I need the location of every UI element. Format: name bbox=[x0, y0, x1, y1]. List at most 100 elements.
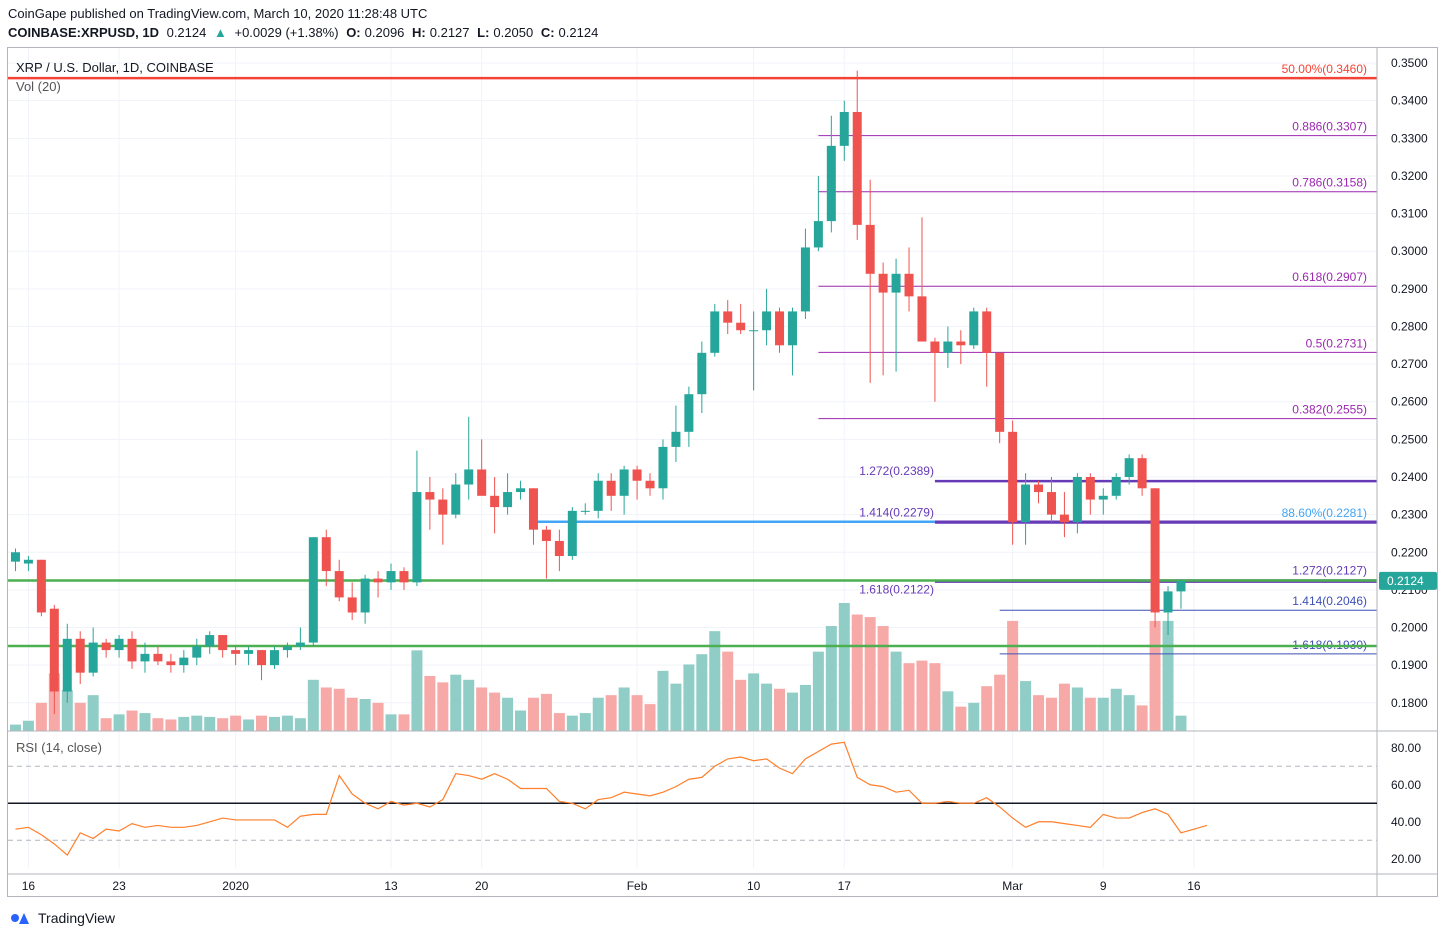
volume-bar bbox=[929, 663, 941, 731]
volume-bar bbox=[644, 704, 656, 731]
candle-body bbox=[852, 111, 862, 225]
price-tick-label: 0.3100 bbox=[1391, 207, 1428, 221]
volume-bar bbox=[1007, 620, 1019, 731]
price-chart-svg[interactable]: 0.3500 0.3400 0.3300 0.3200 0.3100 0.3000 0.29… bbox=[8, 48, 1437, 896]
volume-bar bbox=[812, 651, 824, 731]
candle-body bbox=[580, 510, 590, 512]
level-label: 0.382(0.2555) bbox=[1292, 403, 1367, 417]
time-tick-label: Mar bbox=[1002, 879, 1023, 893]
level-label: 1.618(0.2122) bbox=[859, 583, 934, 597]
candle-body bbox=[969, 311, 979, 346]
time-tick-label: 20 bbox=[475, 879, 489, 893]
candle-body bbox=[878, 273, 888, 293]
candle-body bbox=[1085, 476, 1095, 500]
candle-body bbox=[36, 559, 46, 613]
price-tick-label: 0.3400 bbox=[1391, 94, 1428, 108]
level-label: 50.00%(0.3460) bbox=[1282, 62, 1367, 76]
low-label: L: bbox=[477, 25, 490, 40]
volume-bar bbox=[618, 687, 630, 731]
level-label: 1.414(0.2279) bbox=[859, 506, 934, 520]
chart-frame[interactable]: 0.3500 0.3400 0.3300 0.3200 0.3100 0.3000 0.29… bbox=[7, 47, 1438, 897]
candle-body bbox=[127, 638, 137, 662]
candle-body bbox=[541, 529, 551, 541]
low-value: 0.2050 bbox=[493, 25, 534, 40]
candle-body bbox=[231, 650, 241, 654]
candle-body bbox=[477, 469, 487, 496]
volume-bar bbox=[126, 710, 138, 731]
volume-bar bbox=[243, 719, 255, 731]
volume-bar bbox=[100, 718, 112, 731]
volume-bar bbox=[281, 715, 293, 731]
candle-body bbox=[269, 650, 279, 666]
volume-bar bbox=[877, 626, 889, 731]
price-tick-label: 0.1800 bbox=[1391, 696, 1428, 710]
volume-bar bbox=[553, 713, 565, 731]
candle-body bbox=[1176, 580, 1186, 592]
candle-body bbox=[787, 311, 797, 346]
price-tick-label: 0.3200 bbox=[1391, 169, 1428, 183]
volume-bar bbox=[113, 714, 125, 731]
candle-body bbox=[710, 311, 720, 353]
candle-body bbox=[775, 311, 785, 346]
candle-body bbox=[373, 578, 383, 583]
candle-body bbox=[762, 311, 772, 331]
volume-bar bbox=[385, 714, 397, 731]
candle-body bbox=[140, 653, 150, 662]
candle-body bbox=[1124, 458, 1134, 477]
rsi-tick-label: 40.00 bbox=[1391, 815, 1421, 829]
tradingview-brand: TradingView bbox=[38, 910, 116, 926]
candle-body bbox=[308, 537, 318, 643]
volume-bar bbox=[489, 692, 501, 731]
volume-bar bbox=[268, 716, 280, 731]
candle-body bbox=[917, 296, 927, 342]
candle-body bbox=[244, 650, 254, 654]
tradingview-footer[interactable]: TradingView bbox=[10, 910, 115, 926]
volume-bar bbox=[864, 617, 876, 731]
time-tick-label: 10 bbox=[747, 879, 761, 893]
volume-bar bbox=[74, 702, 86, 731]
open-label: O: bbox=[346, 25, 361, 40]
volume-title: Vol (20) bbox=[16, 79, 61, 94]
candle-body bbox=[425, 492, 435, 500]
volume-bar bbox=[709, 631, 721, 731]
candle-body bbox=[1046, 492, 1056, 515]
last-price-tag bbox=[1379, 571, 1437, 590]
candle-body bbox=[619, 469, 629, 496]
volume-bar bbox=[346, 697, 358, 731]
candle-body bbox=[1021, 484, 1031, 523]
price-tick-label: 0.2800 bbox=[1391, 319, 1428, 333]
candle-body bbox=[839, 111, 849, 146]
volume-bar bbox=[994, 674, 1006, 731]
time-tick-label: 13 bbox=[384, 879, 398, 893]
price-tick-label: 0.2700 bbox=[1391, 357, 1428, 371]
candle-body bbox=[800, 247, 810, 312]
price-tick-label: 0.3300 bbox=[1391, 131, 1428, 145]
candle-body bbox=[632, 469, 642, 481]
volume-bar bbox=[774, 688, 786, 731]
candle-body bbox=[1034, 484, 1044, 493]
volume-bar bbox=[942, 691, 954, 731]
volume-bar bbox=[1136, 705, 1148, 731]
volume-bar bbox=[838, 603, 850, 731]
price-tick-label: 0.2400 bbox=[1391, 470, 1428, 484]
candle-body bbox=[101, 642, 111, 651]
volume-bar bbox=[359, 699, 371, 731]
price-tick-label: 0.2000 bbox=[1391, 621, 1428, 635]
volume-bar bbox=[165, 719, 177, 731]
series-title: XRP / U.S. Dollar, 1D, COINBASE bbox=[16, 60, 214, 75]
candle-body bbox=[282, 646, 292, 651]
publisher-line: CoinGape published on TradingView.com, M… bbox=[8, 6, 428, 21]
volume-bar bbox=[1033, 695, 1045, 731]
volume-bar bbox=[605, 695, 617, 731]
volume-bar bbox=[735, 679, 747, 731]
price-tick-label: 0.3500 bbox=[1391, 56, 1428, 70]
volume-bar bbox=[22, 720, 34, 731]
time-tick-label: 2020 bbox=[222, 879, 249, 893]
volume-bar bbox=[903, 663, 915, 731]
candle-body bbox=[295, 642, 305, 647]
candle-body bbox=[1059, 514, 1069, 523]
volume-bar bbox=[87, 695, 99, 731]
candle-body bbox=[723, 311, 733, 323]
volume-bar bbox=[825, 626, 837, 731]
volume-bar bbox=[657, 670, 669, 731]
